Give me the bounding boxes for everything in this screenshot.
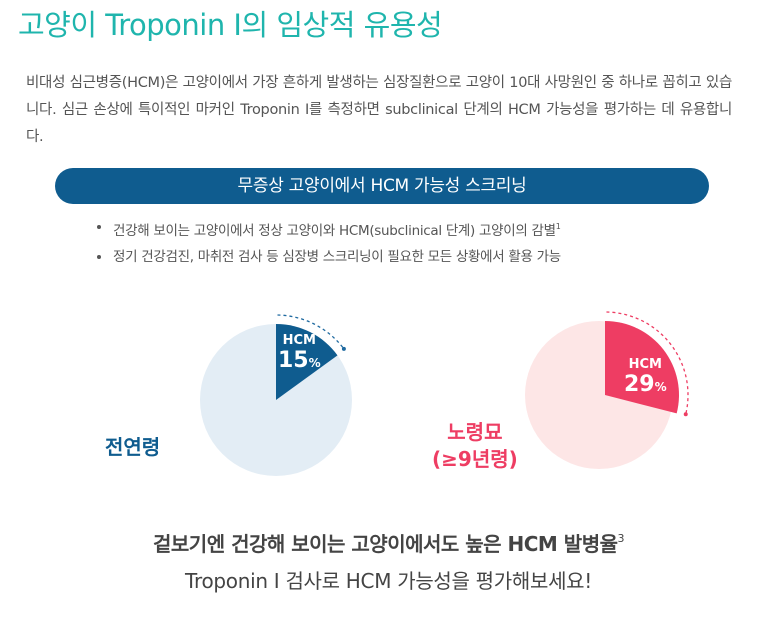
pie-slice-label-all-ages: HCM 15% bbox=[278, 333, 321, 373]
intro-paragraph: 비대성 심근병증(HCM)은 고양이에서 가장 흔하게 발생하는 심장질환으로 … bbox=[26, 75, 732, 145]
section-banner: 무증상 고양이에서 HCM 가능성 스크리닝 bbox=[55, 168, 709, 204]
footnote-ref: 1 bbox=[555, 222, 561, 231]
dashed-arc bbox=[277, 314, 345, 350]
pie-slice bbox=[276, 324, 338, 400]
bullet-item: 건강해 보이는 고양이에서 정상 고양이와 HCM(subclinical 단계… bbox=[95, 214, 561, 244]
arc-end-marker bbox=[683, 412, 688, 417]
pie-chart-senior-cats bbox=[525, 311, 689, 469]
bullet-item: 정기 건강검진, 마취전 검사 등 심장병 스크리닝이 필요한 모든 상황에서 … bbox=[95, 244, 561, 270]
group-label-senior-cats: 노령묘 (≥9년령) bbox=[432, 420, 518, 471]
closing-subline: Troponin I 검사로 HCM 가능성을 평가해보세요! bbox=[185, 569, 592, 593]
arc-end-marker bbox=[341, 346, 346, 351]
closing-headline: 겉보기엔 건강해 보이는 고양이에서도 높은 HCM 발병율3 bbox=[153, 532, 625, 556]
pie-slice-label-senior-cats: HCM 29% bbox=[624, 357, 667, 397]
bullet-list: 건강해 보이는 고양이에서 정상 고양이와 HCM(subclinical 단계… bbox=[95, 214, 561, 270]
footnote-ref: 3 bbox=[617, 532, 625, 545]
pie-chart-all-ages bbox=[200, 314, 352, 476]
page-title: 고양이 Troponin I의 임상적 유용성 bbox=[18, 8, 443, 42]
group-label-all-ages: 전연령 bbox=[105, 435, 161, 459]
dashed-arc bbox=[606, 311, 689, 415]
pie-slice bbox=[605, 321, 679, 414]
